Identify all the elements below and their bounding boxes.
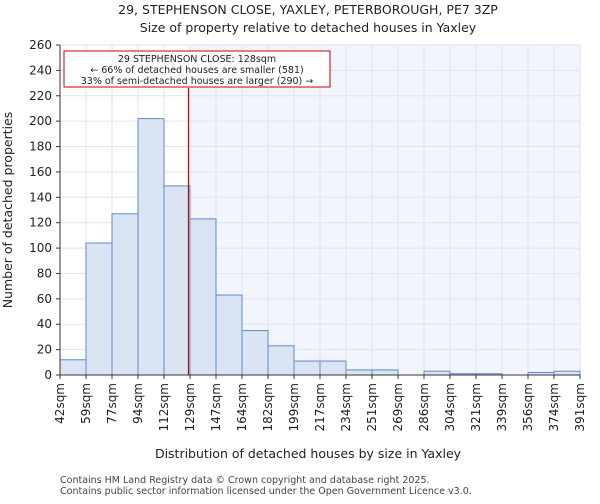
y-tick-label: 0 xyxy=(44,368,52,382)
y-tick-label: 220 xyxy=(29,89,52,103)
annotation-larger: 33% of semi-detached houses are larger (… xyxy=(81,76,314,87)
y-tick-label: 160 xyxy=(29,165,52,179)
footer-line-2: Contains public sector information licen… xyxy=(60,486,472,497)
plot-background xyxy=(188,45,580,375)
bar-251sqm xyxy=(371,369,399,376)
annotation-smaller: ← 66% of detached houses are smaller (58… xyxy=(90,65,303,76)
x-tick-label: 217sqm xyxy=(313,383,327,431)
y-tick-label: 80 xyxy=(37,266,52,280)
annotation-box xyxy=(63,50,331,88)
x-tick-label: 199sqm xyxy=(287,383,301,431)
bar-234sqm xyxy=(345,369,373,376)
x-tick-label: 251sqm xyxy=(365,383,379,431)
x-tick-label: 164sqm xyxy=(235,383,249,431)
x-tick-label: 77sqm xyxy=(105,383,119,424)
bar-94sqm xyxy=(137,118,165,376)
x-tick-label: 356sqm xyxy=(521,383,535,431)
y-tick-label: 140 xyxy=(29,190,52,204)
x-tick-label: 147sqm xyxy=(209,383,223,431)
y-tick-label: 60 xyxy=(37,292,52,306)
bar-164sqm xyxy=(241,330,269,376)
chart-title: 29, STEPHENSON CLOSE, YAXLEY, PETERBOROU… xyxy=(118,2,498,17)
x-tick-label: 304sqm xyxy=(443,383,457,431)
x-tick-label: 339sqm xyxy=(495,383,509,431)
x-tick-label: 59sqm xyxy=(79,383,93,424)
larger-region-shading xyxy=(188,45,580,375)
y-ticks: 0 20 40 60 80 100 120 140 160 180 200 220 240 260 xyxy=(29,38,60,382)
y-tick-label: 240 xyxy=(29,63,52,77)
x-tick-label: 182sqm xyxy=(261,383,275,431)
y-tick-label: 100 xyxy=(29,241,52,255)
x-tick-label: 42sqm xyxy=(53,383,67,424)
x-tick-label: 112sqm xyxy=(157,383,171,431)
y-tick-label: 20 xyxy=(37,343,52,357)
bar-286sqm xyxy=(423,370,451,376)
bar-147sqm xyxy=(215,294,243,376)
x-tick-label: 94sqm xyxy=(131,383,145,424)
bars xyxy=(59,118,581,376)
bar-217sqm xyxy=(319,360,347,376)
chart-subtitle: Size of property relative to detached ho… xyxy=(140,20,477,35)
y-tick-label: 260 xyxy=(29,38,52,52)
bar-77sqm xyxy=(111,213,139,376)
bar-42sqm xyxy=(59,359,87,376)
bar-129sqm xyxy=(189,218,217,376)
x-tick-label: 321sqm xyxy=(469,383,483,431)
bar-182sqm xyxy=(267,345,295,376)
y-tick-label: 40 xyxy=(37,317,52,331)
bar-199sqm xyxy=(293,360,321,376)
bar-59sqm xyxy=(85,242,113,376)
x-ticks: 42sqm 59sqm 77sqm 94sqm 112sqm 129sqm 147sqm 16… xyxy=(53,375,587,431)
x-tick-label: 269sqm xyxy=(391,383,405,431)
y-tick-label: 120 xyxy=(29,216,52,230)
annotation-title: 29 STEPHENSON CLOSE: 128sqm xyxy=(118,54,276,65)
x-tick-label: 286sqm xyxy=(417,383,431,431)
bar-112sqm xyxy=(163,185,191,376)
footer-line-1: Contains HM Land Registry data © Crown c… xyxy=(60,475,430,486)
x-axis-label: Distribution of detached houses by size … xyxy=(155,446,462,461)
x-tick-label: 391sqm xyxy=(573,383,587,431)
y-tick-label: 180 xyxy=(29,140,52,154)
x-tick-label: 129sqm xyxy=(183,383,197,431)
x-tick-label: 234sqm xyxy=(339,383,353,431)
bar-374sqm xyxy=(553,370,581,376)
x-tick-label: 374sqm xyxy=(547,383,561,431)
y-axis-label: Number of detached properties xyxy=(0,112,15,309)
y-tick-label: 200 xyxy=(29,114,52,128)
